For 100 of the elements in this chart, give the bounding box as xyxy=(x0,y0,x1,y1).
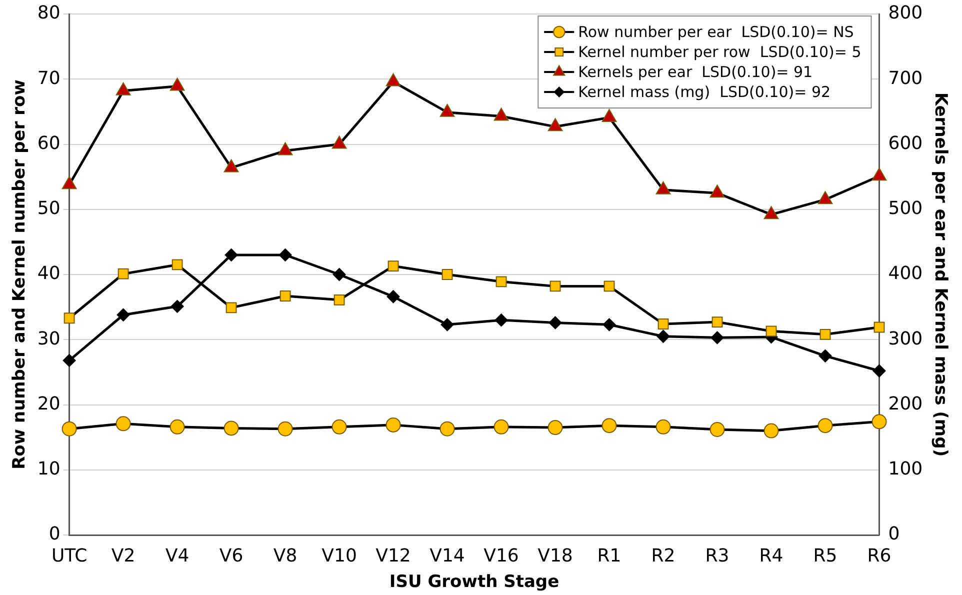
point xyxy=(62,421,77,436)
point xyxy=(224,248,238,262)
x-tick-label: V4 xyxy=(165,545,190,566)
point xyxy=(116,308,130,322)
x-tick-label: V8 xyxy=(273,545,298,566)
point xyxy=(656,419,671,434)
x-tick-label: R2 xyxy=(651,545,676,566)
y2-tick-label: 400 xyxy=(888,263,923,284)
y2-tick-label: 0 xyxy=(888,524,900,545)
point xyxy=(224,159,239,172)
point xyxy=(280,290,291,302)
y2-tick-label: 100 xyxy=(888,458,923,480)
point xyxy=(602,418,617,434)
point xyxy=(224,420,239,436)
y2-tick-label: 300 xyxy=(888,328,923,350)
y-tick-label: 50 xyxy=(37,198,60,220)
point xyxy=(872,414,887,430)
point xyxy=(818,191,833,204)
point xyxy=(604,280,615,292)
point xyxy=(496,276,507,288)
point xyxy=(386,417,401,432)
y-tick-label: 60 xyxy=(37,132,60,154)
y-tick-label: 0 xyxy=(48,524,60,545)
point xyxy=(656,330,670,343)
y-tick-label: 40 xyxy=(37,263,60,284)
point xyxy=(872,364,886,378)
y2-tick-label: 800 xyxy=(888,2,923,24)
x-axis-title: ISU Growth Stage xyxy=(389,572,560,592)
point xyxy=(764,206,779,220)
point xyxy=(334,294,345,306)
point xyxy=(442,269,453,280)
x-tick-label: R3 xyxy=(705,545,730,566)
point xyxy=(226,302,237,314)
legend-label: Kernel number per row LSD(0.10)= 5 xyxy=(578,42,862,61)
point xyxy=(818,418,833,434)
point xyxy=(170,78,185,91)
y2-axis-title: Kernels per ear and Kernel mass (mg) xyxy=(930,92,950,457)
point xyxy=(764,423,779,438)
point xyxy=(818,349,832,362)
point xyxy=(388,260,399,272)
point xyxy=(712,316,723,328)
x-tick-label: R5 xyxy=(813,545,838,566)
point xyxy=(548,118,563,132)
y-tick-label: 30 xyxy=(37,328,60,350)
point xyxy=(710,422,725,437)
point xyxy=(602,109,617,122)
point xyxy=(494,314,508,327)
point xyxy=(494,108,509,121)
point xyxy=(170,300,184,313)
point xyxy=(548,316,562,330)
point xyxy=(440,421,455,436)
point xyxy=(278,142,293,156)
x-tick-label: V16 xyxy=(484,545,519,566)
x-tick-label: V12 xyxy=(376,545,411,566)
point xyxy=(874,322,885,333)
y2-tick-label: 700 xyxy=(888,68,923,89)
point xyxy=(820,328,831,340)
x-tick-label: R6 xyxy=(867,545,892,566)
x-tick-label: V6 xyxy=(219,545,244,566)
point xyxy=(332,268,346,281)
point xyxy=(64,312,75,324)
y2-tick-label: 600 xyxy=(888,132,923,154)
point xyxy=(332,419,347,434)
point xyxy=(710,184,725,198)
y2-tick-label: 200 xyxy=(888,393,923,414)
point xyxy=(116,82,131,96)
point xyxy=(62,354,76,367)
point xyxy=(172,259,183,270)
x-tick-label: R4 xyxy=(759,545,784,566)
point xyxy=(440,318,454,332)
point xyxy=(278,421,293,436)
point xyxy=(118,268,129,280)
y-tick-label: 80 xyxy=(37,2,60,24)
point xyxy=(332,136,347,149)
point xyxy=(386,290,400,304)
point xyxy=(710,331,724,344)
point xyxy=(548,420,563,436)
point xyxy=(278,248,292,262)
point xyxy=(386,73,401,86)
x-tick-label: R1 xyxy=(597,545,622,566)
y-axis-title: Row number and Kernel number per row xyxy=(10,79,30,470)
point xyxy=(602,318,616,332)
y-tick-label: 10 xyxy=(37,458,60,480)
y2-tick-label: 500 xyxy=(888,198,923,220)
x-tick-label: V2 xyxy=(111,545,136,566)
legend-label: Kernels per ear LSD(0.10)= 91 xyxy=(578,62,813,81)
x-tick-label: UTC xyxy=(51,545,88,566)
point xyxy=(656,181,671,194)
x-tick-label: V18 xyxy=(538,545,573,566)
legend-label: Kernel mass (mg) LSD(0.10)= 92 xyxy=(578,82,831,101)
x-tick-label: V10 xyxy=(322,545,357,566)
point xyxy=(658,318,669,330)
point xyxy=(116,416,131,432)
point xyxy=(440,104,455,117)
point xyxy=(872,168,887,181)
point xyxy=(766,326,777,337)
x-tick-label: V14 xyxy=(430,545,465,566)
y-tick-label: 70 xyxy=(37,68,60,89)
point xyxy=(62,176,77,190)
point xyxy=(550,280,561,292)
